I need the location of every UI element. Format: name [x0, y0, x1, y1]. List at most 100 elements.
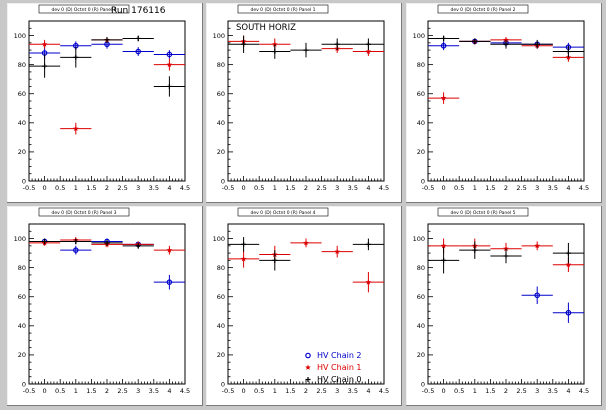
series-2 — [29, 238, 154, 249]
x-tick-label: 1.5 — [485, 387, 495, 395]
data-point — [228, 250, 260, 268]
marker — [440, 42, 447, 49]
x-tick-label: 4 — [366, 184, 370, 192]
data-point — [428, 247, 460, 274]
run-label: Run 176116 — [111, 6, 166, 16]
x-tick-label: 0.5 — [454, 387, 464, 395]
x-tick-label: -0.5 — [222, 184, 235, 192]
pad-bevel-dark — [206, 3, 402, 203]
data-point — [490, 39, 522, 49]
x-tick-label: 0 — [242, 184, 246, 192]
marker — [503, 245, 509, 252]
pad-title-text: dev 0 (D) Octnt 0 (R) Panel 3 — [51, 210, 116, 216]
x-tick-label: -0.5 — [222, 387, 235, 395]
marker — [166, 61, 173, 68]
x-tick-label: 2 — [105, 184, 109, 192]
y-tick-label: 100 — [213, 32, 225, 40]
pad-bevel-dark — [7, 3, 203, 203]
x-tick-label: 2.5 — [516, 387, 526, 395]
y-tick-label: 60 — [417, 90, 425, 98]
y-tick-label: 20 — [217, 351, 225, 359]
x-tick-label: 3 — [335, 184, 339, 192]
y-tick-label: 60 — [417, 293, 425, 301]
marker — [534, 292, 541, 299]
y-tick-label: 40 — [18, 119, 26, 127]
y-tick-label: 40 — [417, 322, 425, 330]
pad-title: dev 0 (D) Octnt 0 (R) Panel 0 — [38, 4, 130, 14]
x-tick-label: 0.5 — [254, 387, 264, 395]
pad-title-text: dev 0 (D) Octnt 0 (R) Panel 0 — [51, 7, 116, 13]
x-tick-label: 3 — [136, 387, 140, 395]
marker — [73, 54, 79, 60]
x-tick-label: 4 — [566, 184, 570, 192]
x-tick-label: -0.5 — [422, 387, 435, 395]
x-tick-label: 3.5 — [348, 387, 358, 395]
pad-title-box — [237, 207, 329, 217]
data-point — [352, 238, 384, 251]
data-point — [29, 54, 61, 78]
pad-bevel-dark — [7, 206, 203, 406]
x-tick-label: 1.5 — [86, 184, 96, 192]
y-tick-label: 60 — [18, 90, 26, 98]
data-point — [153, 50, 185, 59]
y-tick-label: 0 — [421, 177, 425, 185]
x-tick-label: 1 — [74, 387, 78, 395]
x-tick-label: 3 — [136, 184, 140, 192]
marker — [42, 63, 48, 69]
data-point — [352, 38, 384, 51]
data-point — [428, 35, 460, 42]
pad-bevel-dark — [406, 206, 602, 406]
marker — [534, 242, 541, 249]
x-tick-label: 1.5 — [485, 184, 495, 192]
data-point — [552, 302, 584, 323]
x-tick-label: 4.5 — [379, 184, 389, 192]
y-tick-label: 80 — [417, 61, 425, 69]
y-tick-label: 40 — [417, 119, 425, 127]
legend-marker — [305, 377, 311, 382]
x-tick-label: 1 — [273, 387, 277, 395]
x-tick-label: 0.5 — [55, 184, 65, 192]
marker — [441, 257, 447, 263]
y-tick-label: 60 — [217, 90, 225, 98]
marker — [365, 279, 372, 285]
data-point — [290, 238, 322, 248]
y-tick-label: 40 — [217, 119, 225, 127]
x-tick-label: -0.5 — [23, 387, 36, 395]
marker — [303, 47, 309, 53]
pad-6: dev 0 (D) Octnt 0 (R) Panel 5-0.5 0 0.5 1 1.… — [406, 206, 602, 406]
x-tick-label: 4.5 — [180, 184, 190, 192]
x-tick-label: 2.5 — [117, 184, 127, 192]
pad-title: dev 0 (D) Octnt 0 (R) Panel 2 — [437, 4, 529, 14]
pad-5: dev 0 (D) Octnt 0 (R) Panel 4-0.5 0 0.5 1 1.… — [206, 206, 402, 406]
x-tick-label: 1 — [74, 184, 78, 192]
marker — [472, 247, 478, 253]
pad-title: dev 0 (D) Octnt 0 (R) Panel 3 — [38, 207, 130, 217]
x-tick-label: 3.5 — [149, 184, 159, 192]
data-point — [29, 238, 61, 245]
data-point — [60, 122, 92, 135]
marker — [72, 125, 79, 132]
series-2 — [29, 35, 185, 97]
marker — [565, 309, 572, 316]
marker — [241, 241, 247, 247]
x-tick-label: 3 — [535, 387, 539, 395]
x-tick-label: 0 — [442, 387, 446, 395]
legend-marker — [305, 364, 311, 370]
data-point — [521, 39, 553, 49]
x-tick-label: 4 — [566, 387, 570, 395]
marker — [135, 35, 141, 41]
x-tick-label: 3.5 — [548, 387, 558, 395]
data-point — [521, 241, 553, 251]
y-tick-label: 80 — [217, 61, 225, 69]
marker — [104, 37, 110, 43]
data-point — [259, 250, 291, 271]
marker — [42, 238, 48, 244]
data-point — [228, 237, 260, 252]
pad-title-box — [38, 4, 130, 14]
x-tick-label: 0.5 — [454, 184, 464, 192]
pad-background — [7, 3, 203, 203]
marker — [503, 253, 509, 259]
y-tick-label: 100 — [413, 235, 425, 243]
